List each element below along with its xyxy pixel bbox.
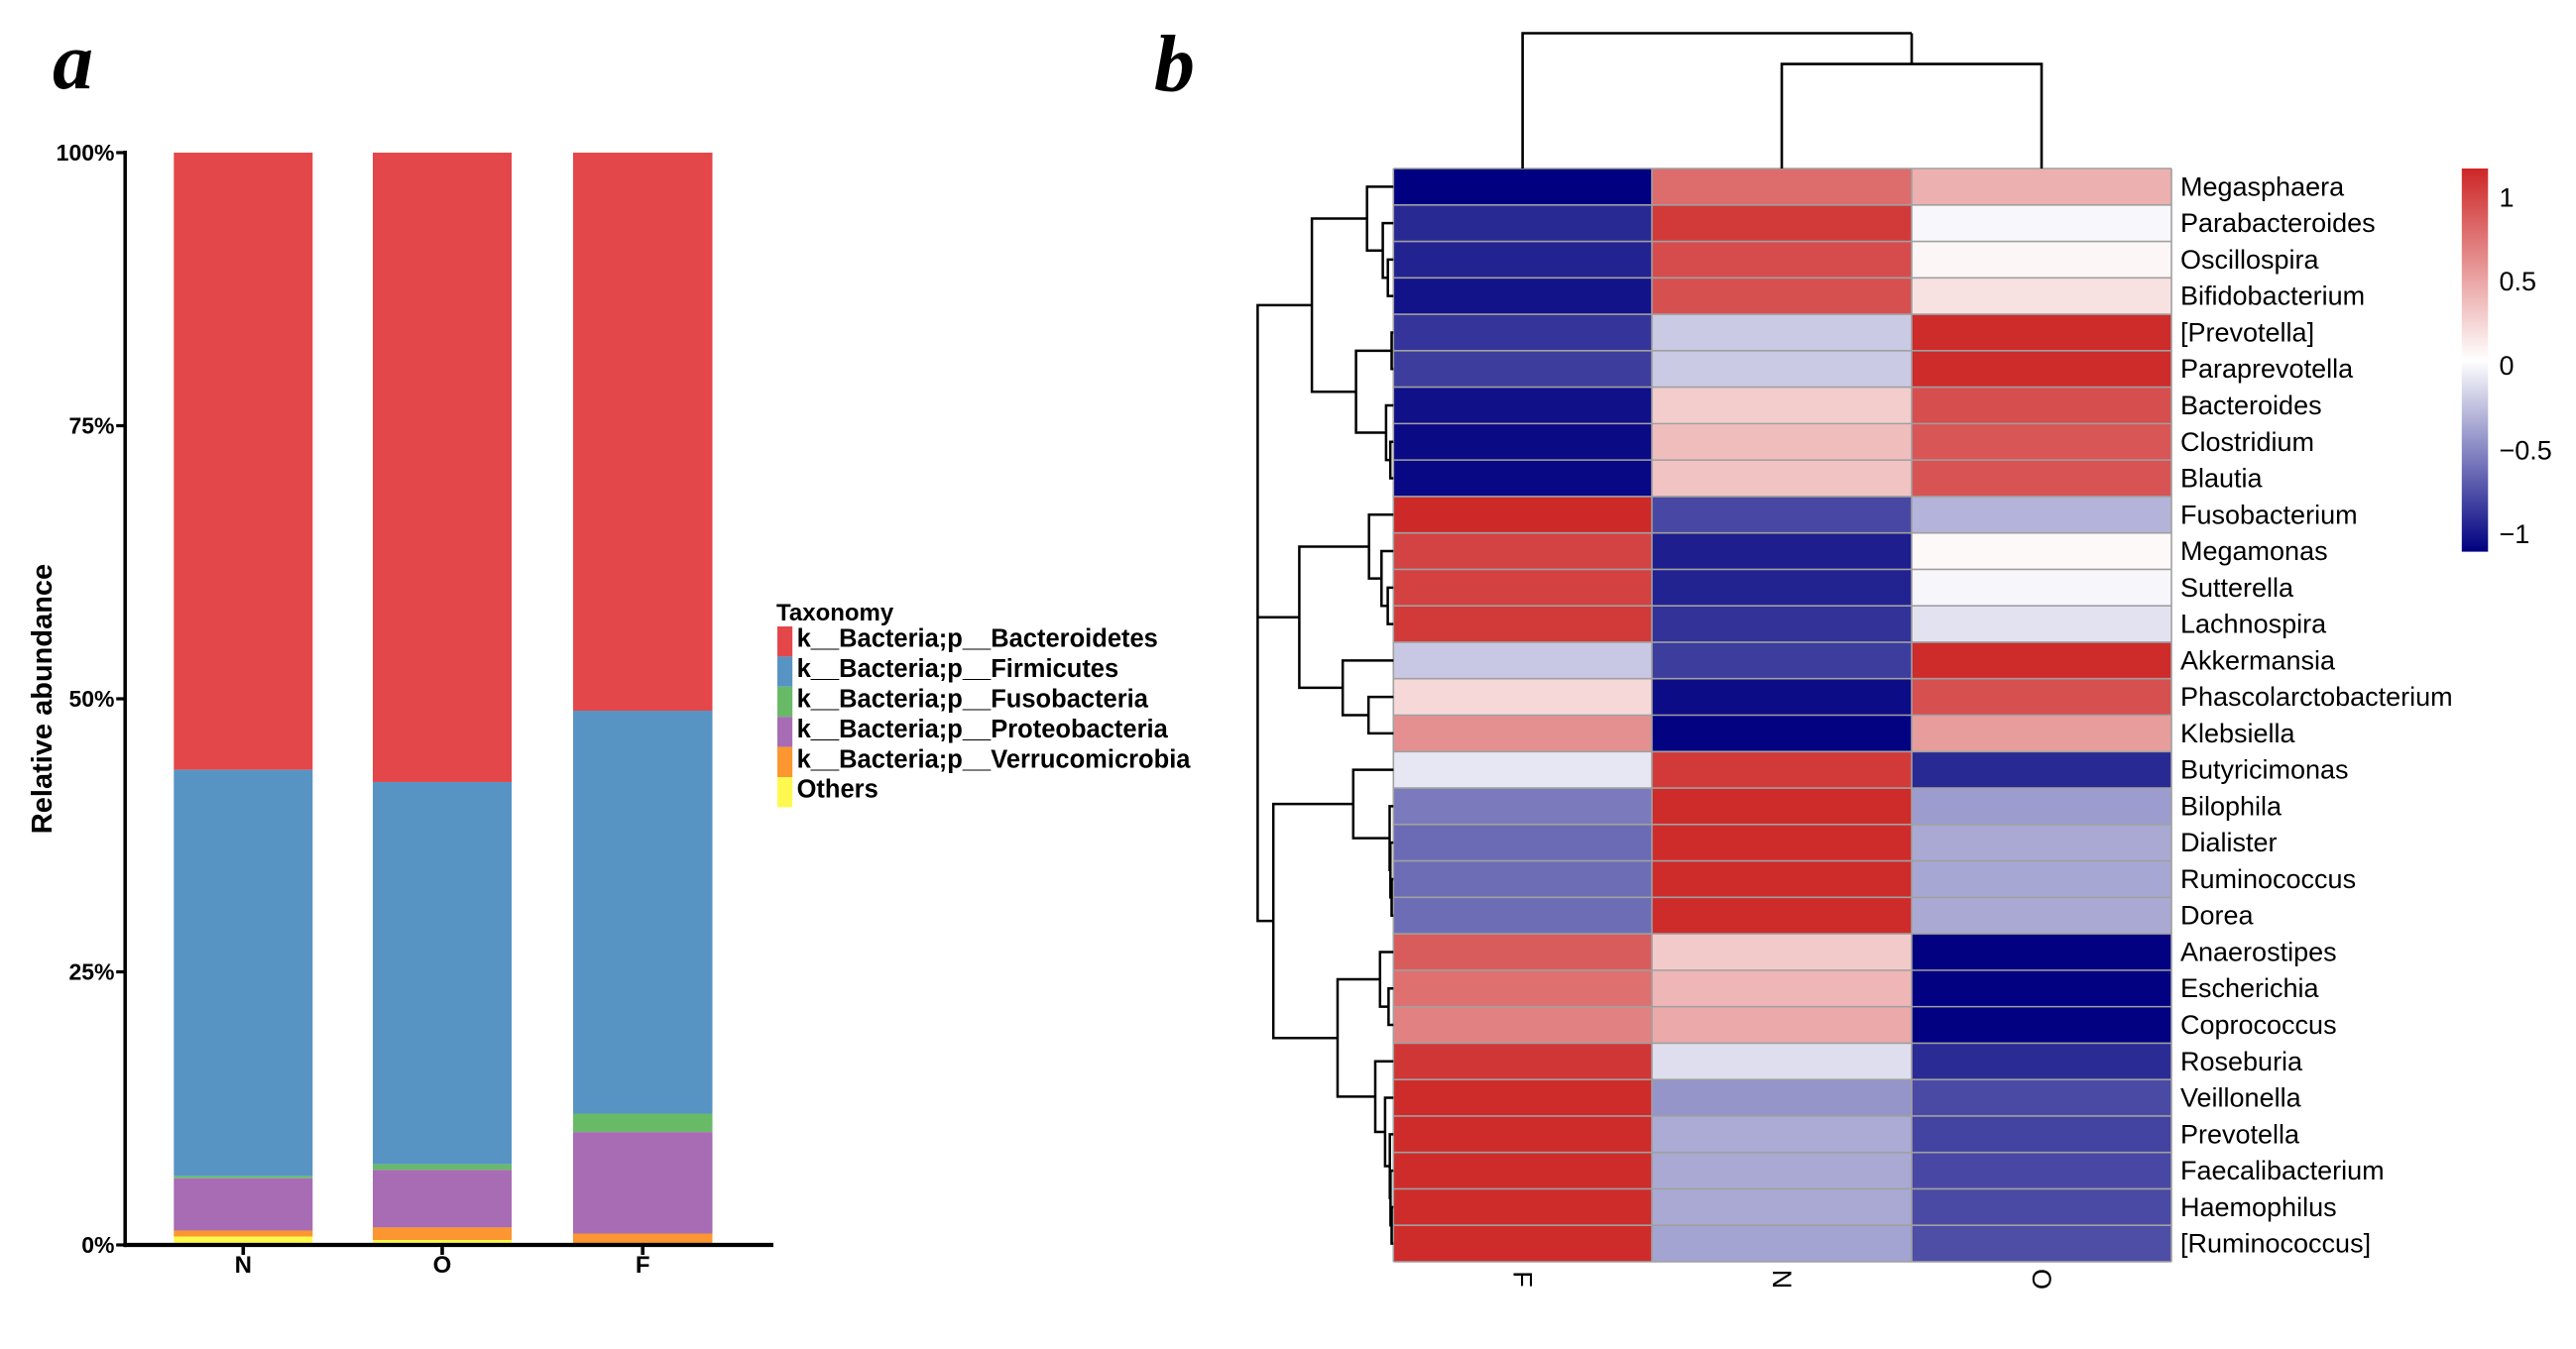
svg-text:Faecalibacterium: Faecalibacterium: [2180, 1156, 2385, 1185]
svg-text:Bifidobacterium: Bifidobacterium: [2180, 281, 2365, 311]
svg-text:O: O: [2027, 1269, 2056, 1290]
svg-text:Bacteroides: Bacteroides: [2180, 391, 2322, 420]
svg-text:Akkermansia: Akkermansia: [2180, 645, 2336, 675]
svg-text:Prevotella: Prevotella: [2180, 1119, 2300, 1149]
svg-text:Phascolarctobacterium: Phascolarctobacterium: [2180, 682, 2453, 712]
svg-text:N: N: [235, 1252, 252, 1279]
svg-text:0.5: 0.5: [2500, 267, 2537, 296]
svg-text:Taxonomy: Taxonomy: [776, 600, 894, 626]
svg-text:k__Bacteria;p__Verrucomicrobia: k__Bacteria;p__Verrucomicrobia: [797, 745, 1192, 773]
svg-text:Dorea: Dorea: [2180, 901, 2255, 931]
svg-text:Ruminococcus: Ruminococcus: [2180, 864, 2356, 894]
svg-text:−1: −1: [2500, 519, 2530, 549]
svg-text:Coprococcus: Coprococcus: [2180, 1010, 2337, 1040]
svg-text:a: a: [53, 16, 93, 106]
svg-text:N: N: [1767, 1270, 1797, 1290]
svg-text:Sutterella: Sutterella: [2180, 573, 2294, 603]
svg-text:Roseburia: Roseburia: [2180, 1047, 2303, 1076]
svg-text:[Ruminococcus]: [Ruminococcus]: [2180, 1229, 2371, 1259]
svg-text:Butyricimonas: Butyricimonas: [2180, 755, 2349, 785]
svg-text:−0.5: −0.5: [2500, 436, 2552, 466]
svg-text:Megasphaera: Megasphaera: [2180, 171, 2345, 201]
svg-text:[Prevotella]: [Prevotella]: [2180, 317, 2314, 347]
svg-text:Fusobacterium: Fusobacterium: [2180, 500, 2358, 529]
svg-text:0: 0: [2500, 351, 2515, 381]
svg-text:Oscillospira: Oscillospira: [2180, 245, 2320, 275]
svg-text:1: 1: [2500, 183, 2515, 213]
svg-text:Veillonella: Veillonella: [2180, 1083, 2302, 1113]
svg-text:Escherichia: Escherichia: [2180, 973, 2320, 1003]
svg-text:k__Bacteria;p__Fusobacteria: k__Bacteria;p__Fusobacteria: [797, 686, 1149, 714]
svg-text:F: F: [636, 1252, 650, 1279]
svg-text:0%: 0%: [81, 1232, 114, 1258]
svg-text:b: b: [1154, 19, 1195, 109]
svg-text:75%: 75%: [68, 413, 114, 439]
svg-text:Relative abundance: Relative abundance: [27, 564, 59, 834]
svg-text:50%: 50%: [68, 686, 114, 712]
svg-text:Others: Others: [797, 776, 878, 804]
svg-text:Megamonas: Megamonas: [2180, 536, 2328, 566]
svg-text:Parabacteroides: Parabacteroides: [2180, 208, 2376, 238]
svg-text:Haemophilus: Haemophilus: [2180, 1192, 2337, 1222]
svg-text:Paraprevotella: Paraprevotella: [2180, 354, 2354, 384]
svg-text:Anaerostipes: Anaerostipes: [2180, 938, 2337, 967]
svg-text:Bilophila: Bilophila: [2180, 791, 2283, 821]
svg-text:Blautia: Blautia: [2180, 464, 2264, 494]
svg-text:k__Bacteria;p__Proteobacteria: k__Bacteria;p__Proteobacteria: [797, 716, 1169, 743]
svg-text:O: O: [433, 1252, 452, 1279]
svg-text:Dialister: Dialister: [2180, 828, 2278, 857]
svg-text:k__Bacteria;p__Bacteroidetes: k__Bacteria;p__Bacteroidetes: [797, 625, 1158, 653]
svg-text:Klebsiella: Klebsiella: [2180, 719, 2296, 748]
svg-text:Lachnospira: Lachnospira: [2180, 610, 2327, 639]
svg-text:k__Bacteria;p__Firmicutes: k__Bacteria;p__Firmicutes: [797, 655, 1119, 683]
svg-text:25%: 25%: [68, 959, 114, 985]
svg-text:Clostridium: Clostridium: [2180, 427, 2314, 457]
svg-text:F: F: [1508, 1271, 1538, 1288]
svg-text:100%: 100%: [57, 140, 115, 166]
